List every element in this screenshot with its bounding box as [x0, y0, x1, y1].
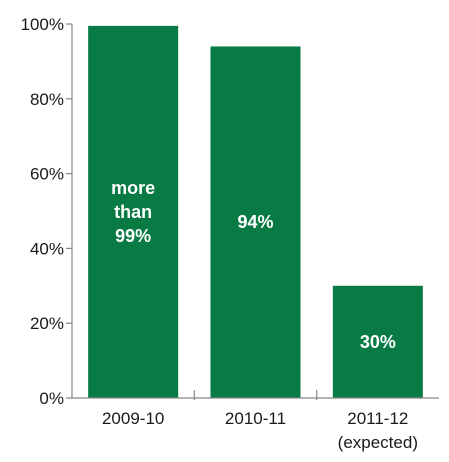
bar-value-label: more than 99% — [111, 178, 155, 246]
x-category-label: 2009-10 — [102, 409, 164, 428]
bar-value-label: 30% — [360, 332, 396, 352]
bar-value-label-line: 94% — [237, 212, 273, 232]
y-axis: 0% 20% 40% 60% 80% 100% — [21, 15, 73, 408]
bar-value-label-line: 99% — [115, 226, 151, 246]
y-tick-label: 80% — [30, 90, 64, 109]
y-tick-label: 100% — [21, 15, 64, 34]
y-tick-label: 0% — [39, 389, 64, 408]
x-category-label: 2011-12 — [347, 409, 408, 428]
bar-value-label-line: more — [111, 178, 155, 198]
bar-labels: more than 99% 94% 30% — [111, 178, 396, 352]
bar-3 — [332, 285, 423, 398]
bar-value-label-line: 30% — [360, 332, 396, 352]
bar-value-label-line: than — [114, 202, 152, 222]
x-category-label: 2010-11 — [225, 409, 286, 428]
y-tick-label: 60% — [30, 165, 64, 184]
x-category-sublabel: (expected) — [338, 433, 418, 452]
bars — [88, 25, 423, 399]
x-axis: 2009-10 2010-11 2011-12 (expected) — [72, 390, 439, 452]
y-tick-label: 20% — [30, 314, 64, 333]
bar-2 — [210, 46, 301, 398]
y-tick-label: 40% — [30, 239, 64, 258]
bar-value-label: 94% — [237, 212, 273, 232]
bar-1 — [88, 25, 179, 399]
